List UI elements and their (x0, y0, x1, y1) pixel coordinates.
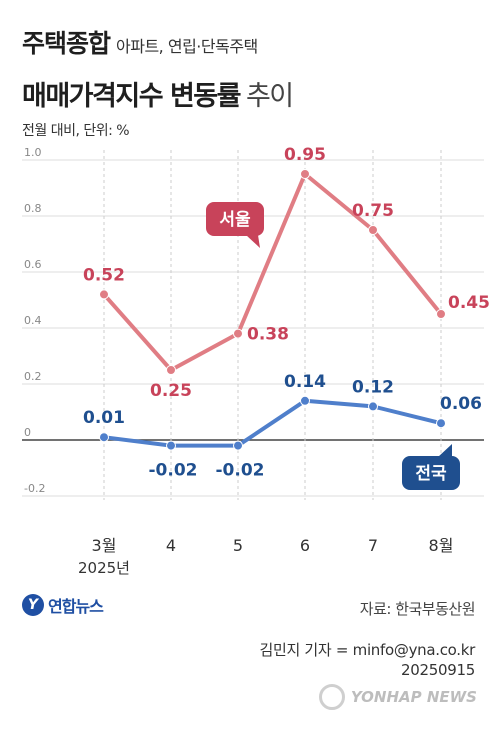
data-label: 0.95 (284, 145, 326, 165)
watermark: YONHAP NEWS (318, 684, 477, 710)
y-tick-label: 1.0 (24, 146, 42, 159)
data-label: -0.02 (149, 461, 198, 481)
seoul-series-bubble (206, 202, 264, 236)
x-tick-label: 4 (166, 536, 176, 555)
seoul-series-label: 서울 (219, 210, 251, 230)
data-label: -0.02 (216, 461, 265, 481)
data-label: 0.06 (440, 394, 482, 414)
data-point (368, 225, 378, 235)
data-point (233, 328, 243, 339)
data-point (300, 169, 310, 179)
data-label: 0.45 (448, 293, 490, 313)
chart-title-subtitle: 아파트, 연립·단독주택 (116, 37, 258, 56)
series-line-national (103, 398, 442, 448)
x-tick-label: 6 (300, 536, 310, 555)
data-point (436, 418, 446, 429)
national-series-bubble-tail (438, 444, 452, 457)
y-tick-label: 0.4 (24, 314, 42, 327)
x-tick-label: 8월 (429, 536, 454, 555)
watermark-text: YONHAP NEWS (350, 688, 477, 706)
y-tick-label: -0.2 (24, 482, 45, 495)
unit-label: 전월 대비, 단위: % (22, 123, 130, 139)
credit: 김민지 기자 = minfo@yna.co.kr 20250915 (259, 640, 475, 680)
chart-title-emphasis: 매매가격지수 변동률 (22, 81, 241, 112)
series-line-seoul (102, 172, 443, 372)
data-point (166, 440, 176, 451)
credit-reporter: 김민지 기자 = minfo@yna.co.kr (259, 641, 475, 659)
watermark-icon (318, 684, 345, 710)
data-label: 0.12 (352, 377, 394, 397)
data-point (300, 395, 310, 406)
seoul-series-bubble-tail (246, 235, 260, 248)
data-label: 0.38 (247, 325, 289, 345)
national-series-label: 전국 (415, 464, 447, 484)
data-label: 0.52 (83, 265, 125, 285)
y-tick-label: 0.6 (24, 258, 42, 271)
x-tick-label: 3월 (92, 536, 117, 555)
logo-icon: Y (22, 594, 44, 616)
data-label: 0.75 (352, 201, 394, 221)
data-point (166, 365, 176, 375)
source-label: 자료: 한국부동산원 (359, 600, 476, 618)
y-tick-label: 0 (24, 426, 31, 439)
data-point (233, 440, 243, 451)
data-point (436, 309, 446, 319)
data-point (99, 432, 109, 443)
data-label: 0.14 (284, 372, 326, 392)
chart-title-line2: 매매가격지수 변동률 추이 (22, 74, 294, 113)
chart-title-suffix: 추이 (245, 81, 294, 112)
credit-date: 20250915 (401, 661, 475, 679)
chart-title-main: 주택종합 (22, 29, 111, 58)
logo-text: 연합뉴스 (48, 597, 104, 616)
data-point (99, 289, 109, 300)
x-tick-sublabel: 2025년 (78, 559, 130, 577)
y-tick-label: 0.8 (24, 202, 42, 215)
x-tick-label: 7 (368, 536, 378, 555)
x-tick-label: 5 (233, 536, 243, 555)
national-series-bubble (402, 456, 460, 490)
publisher-logo: Y 연합뉴스 (22, 593, 104, 617)
chart-title-line1: 주택종합 아파트, 연립·단독주택 (22, 24, 258, 60)
data-label: 0.01 (83, 408, 125, 428)
y-tick-label: 0.2 (24, 370, 42, 383)
data-point (368, 401, 378, 412)
data-label: 0.25 (150, 381, 192, 401)
